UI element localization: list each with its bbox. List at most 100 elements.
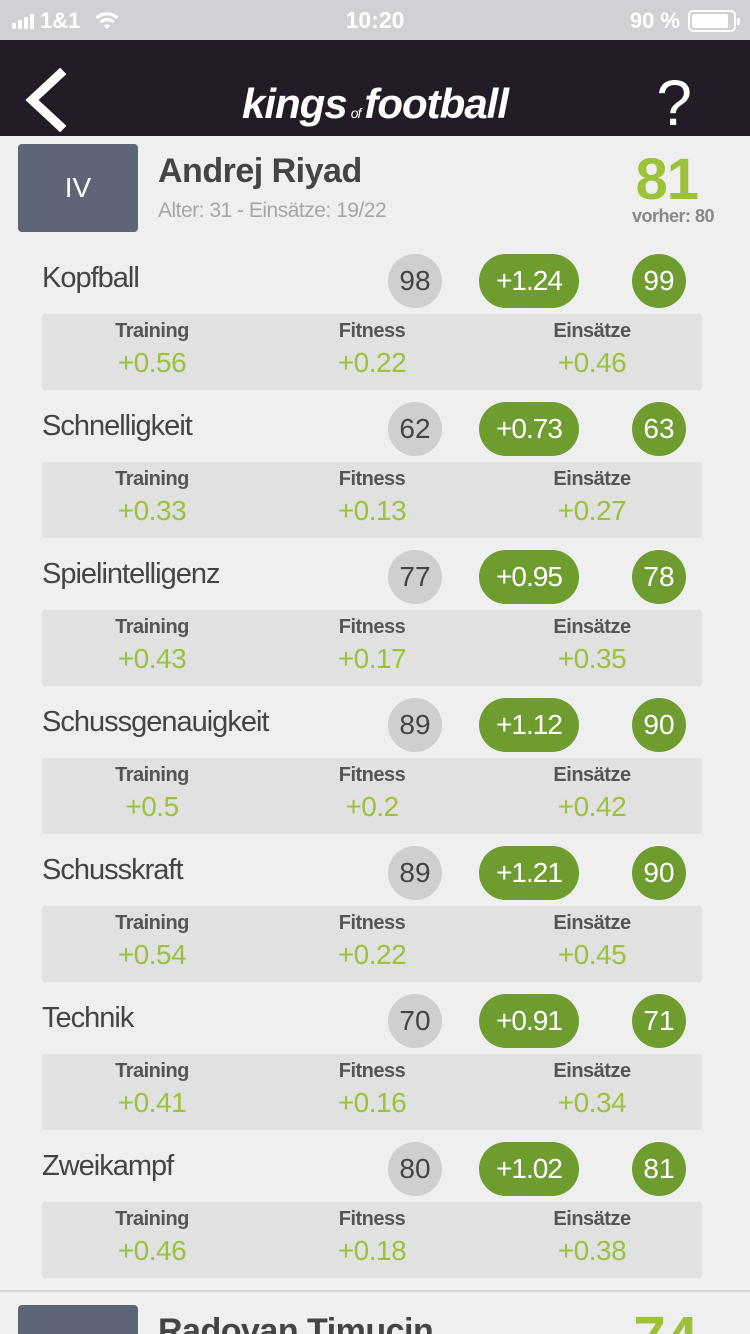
training-label: Training [115,1060,189,1082]
delta-badge: +1.02 [479,1142,579,1196]
einsaetze-value: +0.34 [557,1087,627,1118]
logo-of: of [350,105,362,121]
einsaetze-value: +0.45 [557,939,627,970]
delta-badge: +0.95 [479,550,579,604]
fitness-label: Fitness [338,1208,406,1230]
fitness-label: Fitness [338,1060,406,1082]
new-value-badge: 71 [632,994,686,1048]
einsaetze-value: +0.35 [557,643,627,674]
carrier-label: 1&1 [40,8,81,33]
new-value-badge: 90 [632,698,686,752]
skill-name: Schusskraft [42,854,183,886]
new-value-badge: 78 [632,550,686,604]
delta-badge: +0.73 [479,402,579,456]
einsaetze-label: Einsätze [553,468,631,490]
overall-rating: 81 [635,147,699,212]
skill-row: Technik 70 +0.91 71 Training +0.41 Fitnes… [0,986,750,1134]
new-value-badge: 63 [632,402,686,456]
old-value-badge: 89 [388,698,442,752]
fitness-label: Fitness [338,468,406,490]
skill-breakdown: Training +0.56 Fitness +0.22 Einsätze +0.46 [42,314,702,390]
nav-bar: kings offootball ? [0,40,750,139]
training-value: +0.5 [125,791,179,822]
einsaetze-label: Einsätze [553,1208,631,1230]
einsaetze-value: +0.38 [557,1235,627,1266]
player-name: Radovan Timucin [158,1312,434,1334]
skill-breakdown: Training +0.46 Fitness +0.18 Einsätze +0.38 [42,1202,702,1278]
einsaetze-label: Einsätze [553,320,631,342]
fitness-value: +0.2 [345,791,399,822]
wifi-icon [94,11,120,31]
status-right: 90 % [629,8,740,34]
new-value-badge: 81 [632,1142,686,1196]
fitness-label: Fitness [338,764,406,786]
delta-badge: +1.12 [479,698,579,752]
old-value-badge: 80 [388,1142,442,1196]
skill-row: Kopfball 98 +1.24 99 Training +0.56 Fitne… [0,246,750,394]
training-label: Training [115,468,189,490]
training-value: +0.56 [117,347,187,378]
skill-breakdown: Training +0.54 Fitness +0.22 Einsätze +0.45 [42,906,702,982]
fitness-value: +0.22 [337,347,407,378]
skill-row: Schusskraft 89 +1.21 90 Training +0.54 Fi… [0,838,750,986]
divider [0,1290,750,1292]
fitness-label: Fitness [338,320,406,342]
training-label: Training [115,616,189,638]
training-value: +0.33 [117,495,187,526]
new-value-badge: 99 [632,254,686,308]
battery-percent: 90 % [629,8,680,33]
einsaetze-value: +0.46 [557,347,627,378]
battery-icon [688,10,740,32]
app-logo: kings offootball [0,80,750,128]
old-value-badge: 70 [388,994,442,1048]
einsaetze-label: Einsätze [553,764,631,786]
fitness-label: Fitness [338,912,406,934]
delta-badge: +1.24 [479,254,579,308]
skill-row: Zweikampf 80 +1.02 81 Training +0.46 Fitn… [0,1134,750,1282]
old-value-badge: 77 [388,550,442,604]
position-badge [18,1305,138,1334]
player-name: Andrej Riyad [158,152,362,190]
skill-row: Spielintelligenz 77 +0.95 78 Training +0.… [0,542,750,690]
skill-name: Schussgenauigkeit [42,706,269,738]
training-value: +0.41 [117,1087,187,1118]
delta-badge: +0.91 [479,994,579,1048]
old-value-badge: 98 [388,254,442,308]
chevron-left-icon [25,67,67,133]
skill-breakdown: Training +0.41 Fitness +0.16 Einsätze +0.34 [42,1054,702,1130]
skill-name: Kopfball [42,262,140,294]
previous-rating: vorher: 80 [631,206,715,226]
fitness-value: +0.17 [337,643,407,674]
einsaetze-label: Einsätze [553,912,631,934]
player-subtitle: Alter: 31 - Einsätze: 19/22 [158,199,387,222]
player-header[interactable]: IV Andrej Riyad Alter: 31 - Einsätze: 19… [0,136,750,246]
skill-name: Schnelligkeit [42,410,193,442]
old-value-badge: 62 [388,402,442,456]
signal-icon [12,13,34,29]
skill-row: Schnelligkeit 62 +0.73 63 Training +0.33 … [0,394,750,542]
delta-badge: +1.21 [479,846,579,900]
old-value-badge: 89 [388,846,442,900]
logo-football: football [364,80,509,127]
skill-breakdown: Training +0.33 Fitness +0.13 Einsätze +0.27 [42,462,702,538]
training-label: Training [115,912,189,934]
fitness-value: +0.13 [337,495,407,526]
next-player-card[interactable]: Radovan Timucin 74 [0,1292,750,1334]
training-label: Training [115,320,189,342]
einsaetze-label: Einsätze [553,1060,631,1082]
skill-breakdown: Training +0.43 Fitness +0.17 Einsätze +0.35 [42,610,702,686]
fitness-value: +0.22 [337,939,407,970]
help-button[interactable]: ? [656,67,692,139]
skill-name: Spielintelligenz [42,558,220,590]
training-value: +0.54 [117,939,187,970]
training-label: Training [115,1208,189,1230]
skill-row: Schussgenauigkeit 89 +1.12 90 Training +0… [0,690,750,838]
back-button[interactable] [22,67,72,133]
skill-name: Zweikampf [42,1150,174,1182]
einsaetze-value: +0.27 [557,495,627,526]
overall-rating: 74 [633,1304,698,1334]
fitness-value: +0.16 [337,1087,407,1118]
skills-list: Kopfball 98 +1.24 99 Training +0.56 Fitne… [0,246,750,1282]
training-label: Training [115,764,189,786]
training-value: +0.43 [117,643,187,674]
